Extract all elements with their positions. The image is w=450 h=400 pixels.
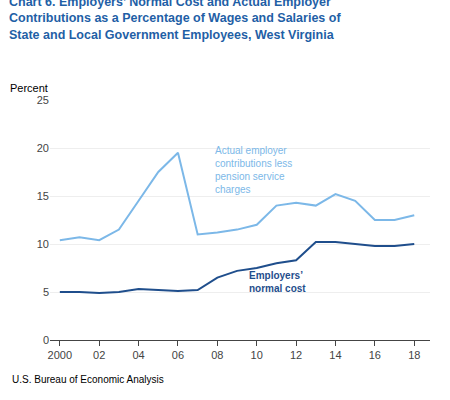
svg-text:12: 12 xyxy=(290,349,302,361)
svg-text:2000: 2000 xyxy=(48,349,72,361)
svg-text:16: 16 xyxy=(369,349,381,361)
svg-text:18: 18 xyxy=(408,349,420,361)
svg-text:06: 06 xyxy=(172,349,184,361)
svg-text:5: 5 xyxy=(43,286,49,298)
svg-text:Actual employercontributions l: Actual employercontributions lesspension… xyxy=(215,145,292,195)
svg-text:0: 0 xyxy=(43,334,49,346)
svg-text:20: 20 xyxy=(37,142,49,154)
svg-text:Employers’normal cost: Employers’normal cost xyxy=(249,270,306,294)
svg-text:U.S. Bureau of Economic Analys: U.S. Bureau of Economic Analysis xyxy=(12,374,164,385)
svg-text:25: 25 xyxy=(37,94,49,106)
svg-text:04: 04 xyxy=(132,349,144,361)
svg-text:Percent: Percent xyxy=(10,82,48,94)
svg-text:10: 10 xyxy=(37,238,49,250)
svg-text:14: 14 xyxy=(329,349,341,361)
svg-text:Chart 6. Employers’ Normal Cos: Chart 6. Employers’ Normal Cost and Actu… xyxy=(9,0,341,42)
svg-text:08: 08 xyxy=(211,349,223,361)
svg-text:10: 10 xyxy=(251,349,263,361)
svg-text:02: 02 xyxy=(93,349,105,361)
svg-text:15: 15 xyxy=(37,190,49,202)
